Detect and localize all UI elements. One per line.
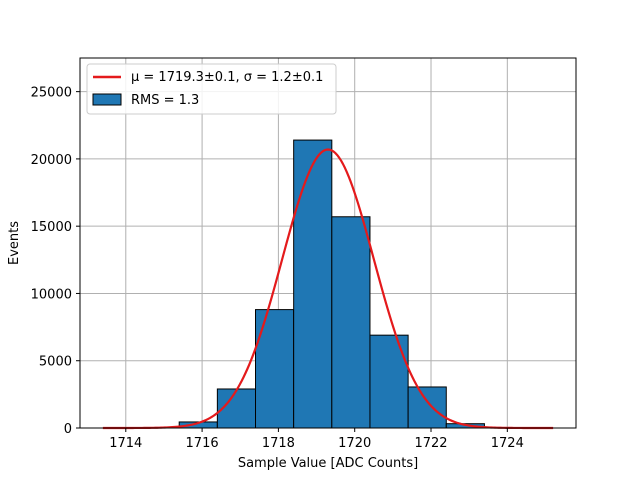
y-tick-label: 10000: [31, 287, 72, 302]
legend-histogram-swatch: [92, 93, 122, 106]
histogram-bar: [407, 386, 447, 429]
x-tick-label: 1724: [491, 436, 524, 451]
histogram-bar: [331, 216, 371, 429]
gaussian-fit: [102, 148, 554, 430]
plot-area-frame: [79, 57, 577, 429]
histogram-bar: [293, 139, 333, 429]
histogram-bars: [178, 139, 485, 429]
x-tick-label: 1722: [414, 436, 447, 451]
y-tick-label: 5000: [39, 355, 72, 370]
chart-legend: μ = 1719.3±0.1, σ = 1.2±0.1 RMS = 1.3: [86, 63, 337, 115]
x-tick-label: 1716: [186, 436, 219, 451]
y-tick-label: 20000: [31, 153, 72, 168]
x-axis-label: Sample Value [ADC Counts]: [238, 456, 418, 471]
x-tick-label: 1720: [338, 436, 371, 451]
x-tick-label: 1718: [262, 436, 295, 451]
y-tick-label: 15000: [31, 220, 72, 235]
histogram-bar: [369, 334, 409, 429]
y-axis-label: Events: [7, 221, 22, 265]
histogram-bar: [255, 309, 295, 429]
legend-box: [86, 63, 337, 115]
legend-fit-label: μ = 1719.3±0.1, σ = 1.2±0.1: [131, 70, 323, 85]
axis-ticks: 1714 1716 1718 1720 1722 1724 0 5000 10000 15000 2…: [31, 86, 524, 451]
y-tick-label: 25000: [31, 86, 72, 101]
y-tick-label: 0: [64, 422, 72, 437]
legend-histogram-label: RMS = 1.3: [131, 93, 199, 108]
gaussian-fit-curve: [102, 148, 554, 430]
x-tick-label: 1714: [109, 436, 142, 451]
